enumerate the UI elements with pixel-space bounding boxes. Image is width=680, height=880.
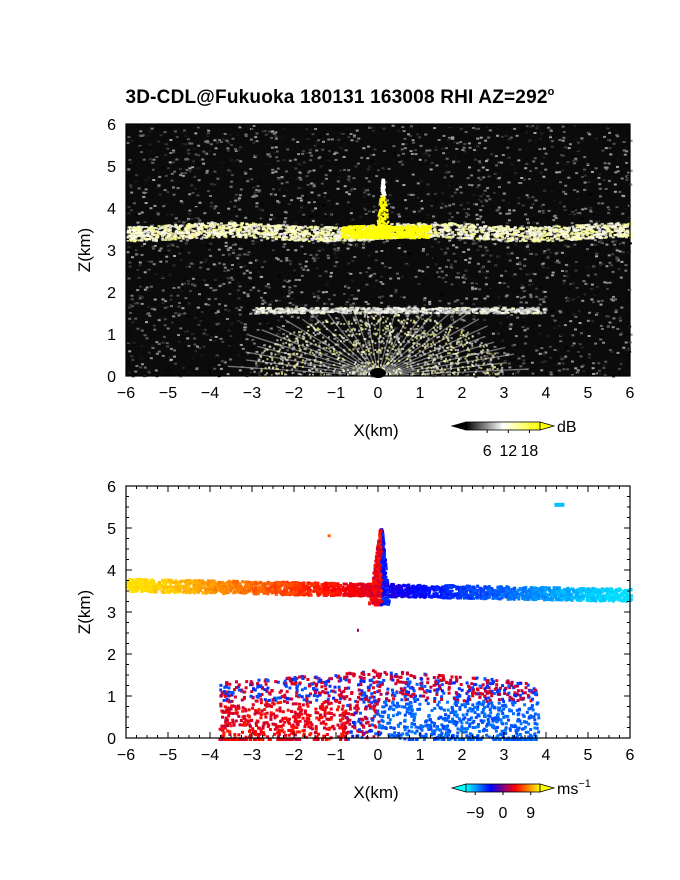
- degree-mark: o: [547, 86, 555, 98]
- x-tick-label: 6: [626, 385, 635, 402]
- y-tick-label: 6: [107, 117, 116, 134]
- y-tick-label: 5: [107, 521, 116, 538]
- colorbar-tick-label: 12: [499, 443, 517, 460]
- x-axis-label: X(km): [353, 783, 398, 802]
- x-tick-label: −6: [117, 385, 135, 402]
- colorbar-tick-label: 9: [526, 805, 535, 822]
- y-tick-label: 5: [107, 159, 116, 176]
- x-tick-label: −3: [243, 747, 261, 764]
- x-tick-label: −2: [285, 747, 303, 764]
- x-tick-label: 5: [584, 747, 593, 764]
- y-tick-label: 3: [107, 605, 116, 622]
- colorbar-high-arrow: [539, 421, 556, 431]
- colorbar-low-arrow: [450, 783, 467, 793]
- colorbar-1: 6 12 18 dB: [450, 419, 577, 460]
- x-tick-label: 1: [416, 747, 425, 764]
- y-tick-label: 4: [107, 563, 116, 580]
- colorbar-tick-label: 0: [499, 805, 508, 822]
- colorbar-ramp: [465, 421, 541, 431]
- x-tick-label: −5: [159, 385, 177, 402]
- colorbar-low-arrow: [450, 421, 467, 431]
- colorbar-high-arrow: [539, 783, 556, 793]
- x-tick-label: −5: [159, 747, 177, 764]
- x-tick-label: −6: [117, 747, 135, 764]
- x-tick-label: 3: [500, 747, 509, 764]
- y-tick-label: 1: [107, 327, 116, 344]
- x-tick-label: −3: [243, 385, 261, 402]
- x-tick-label: 2: [458, 385, 467, 402]
- x-tick-label: 6: [626, 747, 635, 764]
- velocity-cloud-layer: [126, 528, 633, 607]
- y-tick-label: 2: [107, 647, 116, 664]
- y-tick-label: 4: [107, 201, 116, 218]
- near-field-rays: [227, 308, 529, 378]
- colorbar-tick-label: 18: [521, 443, 539, 460]
- x-tick-label: −2: [285, 385, 303, 402]
- velocity-lower-layer: [218, 669, 541, 741]
- y-tick-label: 2: [107, 285, 116, 302]
- y-tick-label: 6: [107, 479, 116, 496]
- cloud-core: [340, 178, 432, 240]
- stray-speck: [327, 534, 331, 538]
- y-tick-label: 0: [107, 731, 116, 748]
- x-tick-label: −1: [327, 385, 345, 402]
- y-axis-label: Z(km): [75, 228, 94, 272]
- velocity-field: [126, 502, 633, 741]
- colorbar-unit: ms−1: [557, 778, 591, 798]
- x-tick-label: 1: [416, 385, 425, 402]
- stray-speck: [357, 628, 359, 632]
- y-axis-label: Z(km): [75, 590, 94, 634]
- x-tick-label: 3: [500, 385, 509, 402]
- x-tick-label: 0: [374, 747, 383, 764]
- colorbar-unit: dB: [557, 419, 577, 436]
- panel-2-axes: −6 −5 −4 −3 −2 −1 0 1 2 3 4 5 6 0 1 2 3 4 5 6 X(km) Z(km): [75, 479, 635, 802]
- x-tick-label: 4: [542, 385, 551, 402]
- x-tick-label: 4: [542, 747, 551, 764]
- chart-title: 3D-CDL@Fukuoka 180131 163008 RHI AZ=292o: [125, 86, 555, 108]
- colorbar-tick-label: −9: [466, 805, 484, 822]
- x-tick-label: −4: [201, 747, 219, 764]
- lower-layer: [252, 306, 548, 315]
- colorbar-ramp: [465, 783, 541, 793]
- y-tick-label: 3: [107, 243, 116, 260]
- colorbar-2: −9 0 9 ms−1: [450, 778, 591, 822]
- x-tick-label: 2: [458, 747, 467, 764]
- y-tick-label: 0: [107, 369, 116, 386]
- x-tick-label: 0: [374, 385, 383, 402]
- colorbar-unit-exponent: −1: [578, 778, 591, 790]
- x-tick-label: −4: [201, 385, 219, 402]
- x-tick-label: −1: [327, 747, 345, 764]
- panel-1-axes: −6 −5 −4 −3 −2 −1 0 1 2 3 4 5 6 0 1 2 3 4 5 6 X(km) Z(km): [75, 117, 635, 440]
- x-tick-label: 5: [584, 385, 593, 402]
- stray-speck: [554, 502, 565, 507]
- y-tick-label: 1: [107, 689, 116, 706]
- colorbar-tick-label: 6: [483, 443, 492, 460]
- x-axis-label: X(km): [353, 421, 398, 440]
- backscatter-field: [126, 124, 633, 378]
